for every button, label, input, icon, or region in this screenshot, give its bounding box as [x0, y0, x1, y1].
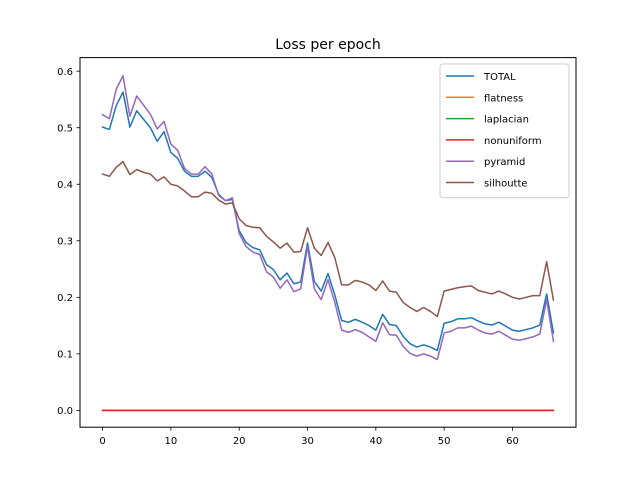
legend-label: flatness — [484, 93, 523, 104]
x-tick-label: 30 — [301, 436, 314, 447]
legend-label: TOTAL — [483, 72, 516, 83]
legend-label: silhoutte — [484, 179, 528, 190]
y-axis: 0.0 0.1 0.2 0.3 0.4 0.5 0.6 — [57, 67, 80, 417]
y-tick-label: 0.1 — [57, 349, 73, 360]
y-tick-label: 0.4 — [57, 180, 73, 191]
series-line-pyramid — [101, 74, 555, 361]
plot-frame — [79, 57, 577, 428]
y-tick-label: 0.5 — [57, 123, 73, 134]
x-tick-label: 50 — [438, 436, 451, 447]
x-tick-label: 0 — [99, 436, 105, 447]
y-tick-label: 0.3 — [57, 236, 73, 247]
legend: TOTAL flatness laplacian nonuniform pyramid s… — [439, 63, 570, 199]
y-tick-label: 0.0 — [57, 406, 73, 417]
legend-label: nonuniform — [484, 136, 542, 147]
x-tick-label: 20 — [233, 436, 246, 447]
legend-label: laplacian — [484, 115, 529, 126]
series-line-total — [101, 91, 555, 352]
legend-label: pyramid — [484, 157, 525, 168]
y-tick-label: 0.2 — [57, 293, 73, 304]
series-line-silhoutte — [101, 160, 555, 318]
y-tick-label: 0.6 — [57, 67, 73, 78]
chart-title: Loss per epoch — [275, 37, 381, 53]
x-axis: 0 10 20 30 40 50 60 — [99, 427, 519, 447]
x-tick-label: 10 — [164, 436, 177, 447]
x-tick-label: 60 — [506, 436, 519, 447]
x-tick-label: 40 — [369, 436, 382, 447]
plot-area — [101, 74, 555, 412]
